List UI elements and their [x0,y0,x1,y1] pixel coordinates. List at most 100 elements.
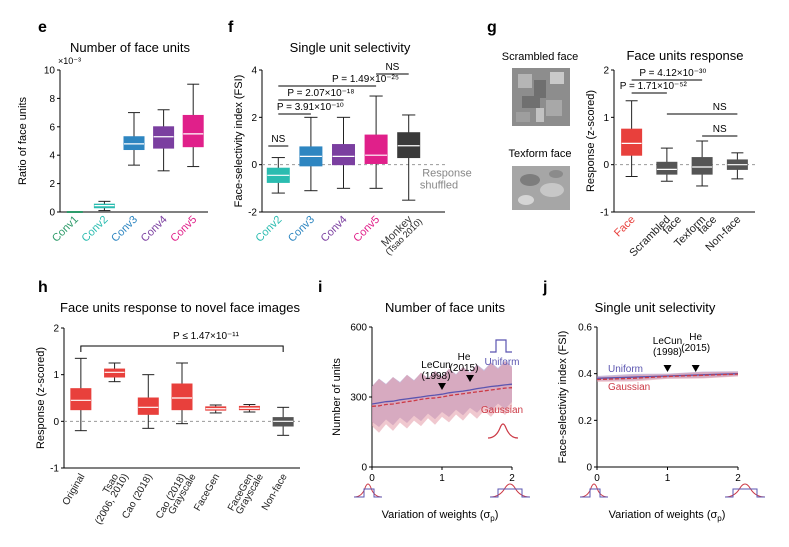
h-ylabel: Response (z-scored) [35,347,47,449]
e-y-multiplier: ×10⁻³ [58,56,81,66]
i-xlabel: Variation of weights (σp) [382,509,499,523]
f-reference-label: Response [422,168,472,180]
e-box [123,136,145,151]
f-reference-label: shuffled [420,180,458,192]
e-category-label: Conv5 [168,214,199,245]
i-legend-uniform: Uniform [484,357,519,368]
scrambled-face-image [512,68,570,126]
i-x-glyph-wide-uniform [490,488,530,498]
e-ylabel: Ratio of face units [17,96,29,185]
g-annotation: P = 1.71×10⁻⁵² [620,81,688,92]
scrambled-face-label: Scrambled face [502,51,578,63]
i-annotation-arrow [466,375,474,382]
panel-letter-j: j [542,279,547,296]
j-y-tick-label: 0.4 [578,369,592,380]
panel-i-title: Number of face units [385,300,505,315]
i-annotation: (2015) [450,363,479,374]
texform-face-image [512,166,570,210]
chart-panel-f: -2 0 2 4 Face-selectivity index (FSI) Respons… [233,62,472,257]
e-y-tick-label: 2 [49,179,55,190]
g-y-tick-label: 2 [603,66,609,77]
i-x-glyph-narrow-gaussian [353,483,383,498]
h-category-label: Original [61,472,88,507]
i-legend-gaussian: Gaussian [481,405,523,416]
j-x-glyph-wide-gaussian [724,483,766,498]
e-category-label: Conv4 [139,214,170,245]
f-annotation: P = 1.49×10⁻²⁵ [332,74,399,85]
g-box [691,157,713,175]
f-y-tick-label: -2 [248,208,257,219]
f-category-label: Conv4 [319,214,350,245]
panel-letter-i: i [318,279,322,296]
e-y-tick-label: 6 [49,122,55,133]
e-category-label: Conv3 [109,214,140,245]
f-box [364,134,388,164]
f-annotation: P = 2.07×10⁻¹⁸ [287,88,354,99]
f-category-label: Conv2 [253,214,284,245]
panel-letter-g: g [487,19,497,36]
g-y-tick-label: -1 [600,208,609,219]
i-y-tick-label: 0 [361,463,367,474]
i-x-glyph-narrow-uniform [354,488,382,498]
chart-panel-j: 0 0.2 0.4 0.6 0 1 2 Face-selectivity index (FSI… [557,323,766,523]
i-annotation: LeCun [421,360,450,371]
i-annotation: (1998) [422,371,451,382]
panel-h-title: Face units response to novel face images [60,300,300,315]
i-annotation: He [458,352,471,363]
f-annotation: NS [385,62,399,73]
j-x-tick-label: 1 [665,473,671,484]
e-y-tick-label: 8 [49,94,55,105]
panel-letter-f: f [228,19,234,36]
h-y-tick-label: 1 [53,370,59,381]
panel-e-title: Number of face units [70,40,190,55]
chart-panel-i: 0 300 600 0 1 2 Number of units Variation of we… [331,323,531,523]
i-series-line [371,387,513,407]
panel-j-title: Single unit selectivity [595,300,716,315]
h-annotation: P ≤ 1.47×10⁻¹¹ [173,331,240,342]
j-annotation: (1998) [653,347,682,358]
panel-letter-e: e [38,19,47,36]
h-box [137,397,159,415]
e-box [182,114,204,148]
j-ylabel: Face-selectivity index (FSI) [557,331,569,464]
g-box [656,161,678,175]
e-y-tick-label: 0 [49,208,55,219]
h-box [171,383,193,411]
f-y-tick-label: 0 [251,160,257,171]
f-y-tick-label: 2 [251,113,257,124]
e-y-tick-label: 4 [49,151,55,162]
e-y-tick-label: 10 [44,66,56,77]
j-x-glyph-wide-uniform [725,488,765,498]
j-legend-uniform: Uniform [608,364,643,375]
g-ylabel: Response (z-scored) [585,90,597,192]
i-x-tick-label: 1 [439,473,445,484]
j-annotation: LeCun [653,336,682,347]
j-annotation-arrow [691,365,700,372]
j-y-tick-label: 0 [586,463,592,474]
f-ylabel: Face-selectivity index (FSI) [233,75,245,208]
j-legend-gaussian: Gaussian [608,382,650,393]
e-category-label: Conv2 [80,214,111,245]
i-series-band [372,361,512,433]
i-series-line [371,383,513,405]
h-box [70,388,92,411]
j-xlabel: Variation of weights (σp) [609,509,726,523]
i-y-tick-label: 300 [350,393,367,404]
h-box [104,368,126,378]
e-box [153,126,175,149]
g-y-tick-label: 1 [603,113,609,124]
j-y-tick-label: 0.2 [578,416,592,427]
panel-f-title: Single unit selectivity [290,40,411,55]
g-annotation: NS [713,124,727,135]
g-y-tick-label: 0 [603,160,609,171]
f-category-label: Conv5 [351,214,382,245]
f-category-label: Conv3 [286,214,317,245]
texform-face-label: Texform face [509,148,572,160]
i-annotation-arrow [438,383,446,390]
j-annotation-arrow [663,365,672,372]
g-box [621,128,643,156]
g-annotation: P = 4.12×10⁻³⁰ [639,68,706,79]
